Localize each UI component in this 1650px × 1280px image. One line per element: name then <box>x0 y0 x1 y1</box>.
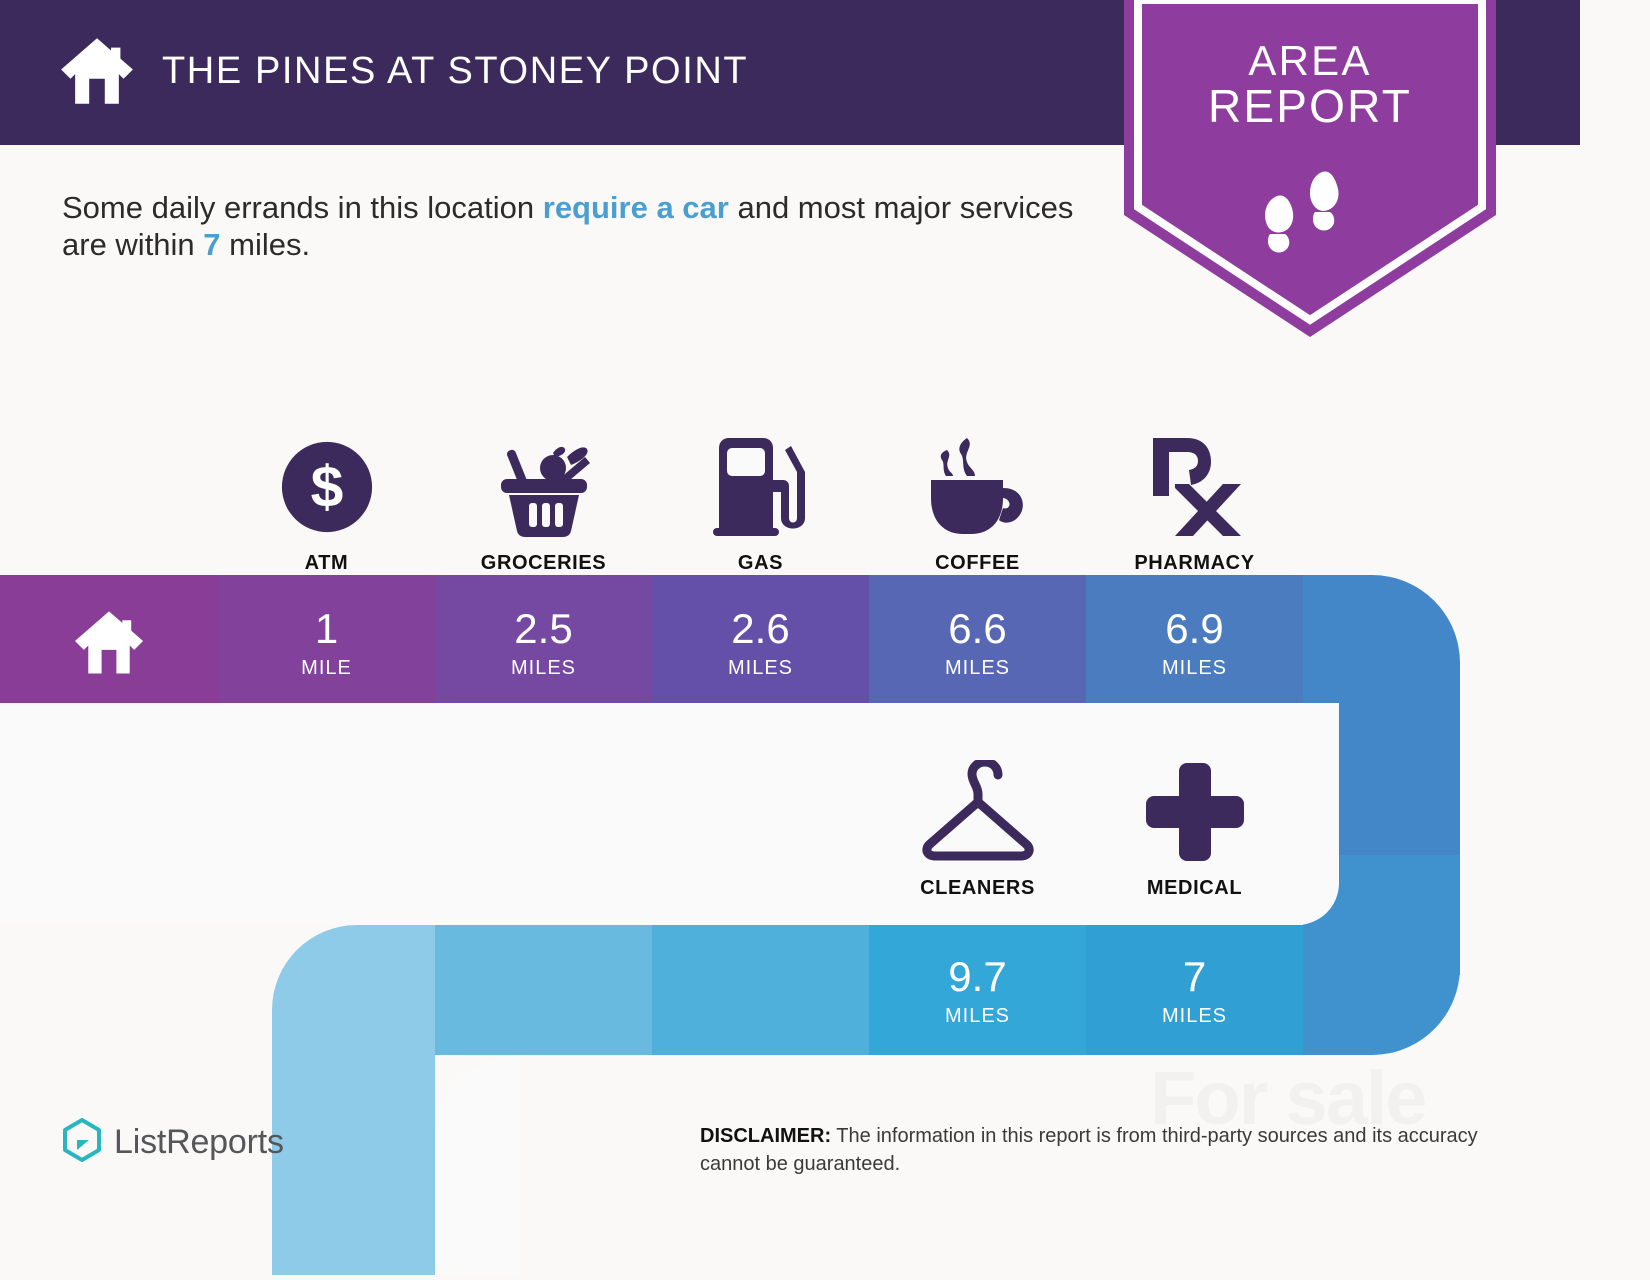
bar-value-number: 2.5 <box>514 604 573 652</box>
bar-value-number: 6.9 <box>1165 604 1224 652</box>
bar-row-1 <box>0 575 1460 705</box>
bar-value-number: 9.7 <box>948 952 1007 1000</box>
bar-value-unit: MILES <box>727 656 794 679</box>
amenity-label: GROCERIES <box>480 552 607 574</box>
bar-value-cleaners: 9.7 MILES <box>869 925 1086 1058</box>
bar-value-unit: MILES <box>1161 1004 1228 1027</box>
home-icon <box>58 32 136 110</box>
amenity-label: ATM <box>304 552 349 574</box>
bar-value-number: 6.6 <box>948 604 1007 652</box>
intro-highlight-car: require a car <box>542 190 729 225</box>
bar-value-gas: 2.6 MILES <box>652 577 869 710</box>
bar-value-number: 7 <box>1182 952 1207 1000</box>
amenity-icon-cell-groceries: GROCERIES <box>435 415 652 575</box>
bar-value-groceries: 2.5 MILES <box>435 577 652 710</box>
gas-pump-icon <box>711 432 811 542</box>
bar-value-medical: 7 MILES <box>1086 925 1303 1058</box>
clothes-hanger-icon <box>914 757 1042 867</box>
bar-value-unit: MILES <box>944 656 1011 679</box>
disclaimer: DISCLAIMER: The information in this repo… <box>700 1122 1510 1179</box>
bar-value-number: 1 <box>314 604 339 652</box>
grocery-basket-icon <box>489 432 599 542</box>
bar-value-atm: 1 MILE <box>218 577 435 710</box>
intro-part2: and most major services are within <box>62 190 1074 262</box>
bar-value-unit: MILES <box>944 1004 1011 1027</box>
row2-card <box>0 703 1339 925</box>
coffee-cup-icon <box>923 432 1033 542</box>
intro-part1: Some daily errands in this location <box>62 190 543 225</box>
intro-text: Some daily errands in this location requ… <box>62 190 1092 263</box>
amenity-label: GAS <box>737 552 784 574</box>
listreports-logo-text: ListReports <box>114 1123 284 1161</box>
listreports-house-icon <box>62 1118 102 1167</box>
amenity-icon-cell-gas: GAS <box>652 415 869 575</box>
disclaimer-label: DISCLAIMER: <box>700 1125 832 1147</box>
svg-text:$: $ <box>310 455 343 520</box>
amenity-label: COFFEE <box>935 552 1020 574</box>
bar-left-turn-notch <box>435 1055 520 1275</box>
bar-value-unit: MILES <box>1161 656 1228 679</box>
intro-highlight-miles: 7 <box>203 226 221 262</box>
amenity-icon-cell-medical: MEDICAL <box>1086 755 1303 900</box>
bar-value-coffee: 6.6 MILES <box>869 577 1086 710</box>
intro-part3: miles. <box>220 226 311 262</box>
disclaimer-text: The information in this report is from t… <box>700 1125 1478 1176</box>
bar-origin-home <box>0 577 217 710</box>
bar-left-turn-column <box>272 925 435 1275</box>
amenity-icon-cell-pharmacy: PHARMACY <box>1086 415 1303 575</box>
atm-dollar-icon: $ <box>278 432 376 542</box>
medical-cross-icon <box>1144 757 1246 867</box>
home-icon <box>72 604 146 683</box>
listreports-logo[interactable]: ListReports <box>62 1118 284 1167</box>
bar-value-unit: MILE <box>301 656 352 679</box>
amenity-icon-cell-cleaners: CLEANERS <box>869 755 1086 900</box>
amenity-icon-cell-atm: $ ATM <box>218 415 435 575</box>
amenity-label: MEDICAL <box>1146 877 1243 899</box>
bar-value-unit: MILES <box>510 656 577 679</box>
amenity-label: PHARMACY <box>1134 552 1255 574</box>
amenity-label: CLEANERS <box>920 877 1035 899</box>
bar-value-pharmacy: 6.9 MILES <box>1086 577 1303 710</box>
amenity-icon-cell-coffee: COFFEE <box>869 415 1086 575</box>
bar-value-number: 2.6 <box>731 604 790 652</box>
page-title: THE PINES AT STONEY POINT <box>162 50 749 92</box>
area-report-banner: AREA REPORT <box>1124 0 1496 337</box>
pharmacy-rx-icon <box>1145 432 1245 542</box>
